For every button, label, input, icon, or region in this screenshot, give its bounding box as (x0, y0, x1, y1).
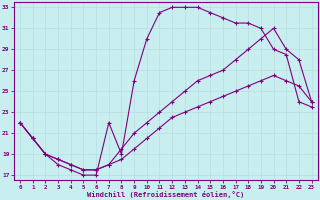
X-axis label: Windchill (Refroidissement éolien,°C): Windchill (Refroidissement éolien,°C) (87, 191, 244, 198)
